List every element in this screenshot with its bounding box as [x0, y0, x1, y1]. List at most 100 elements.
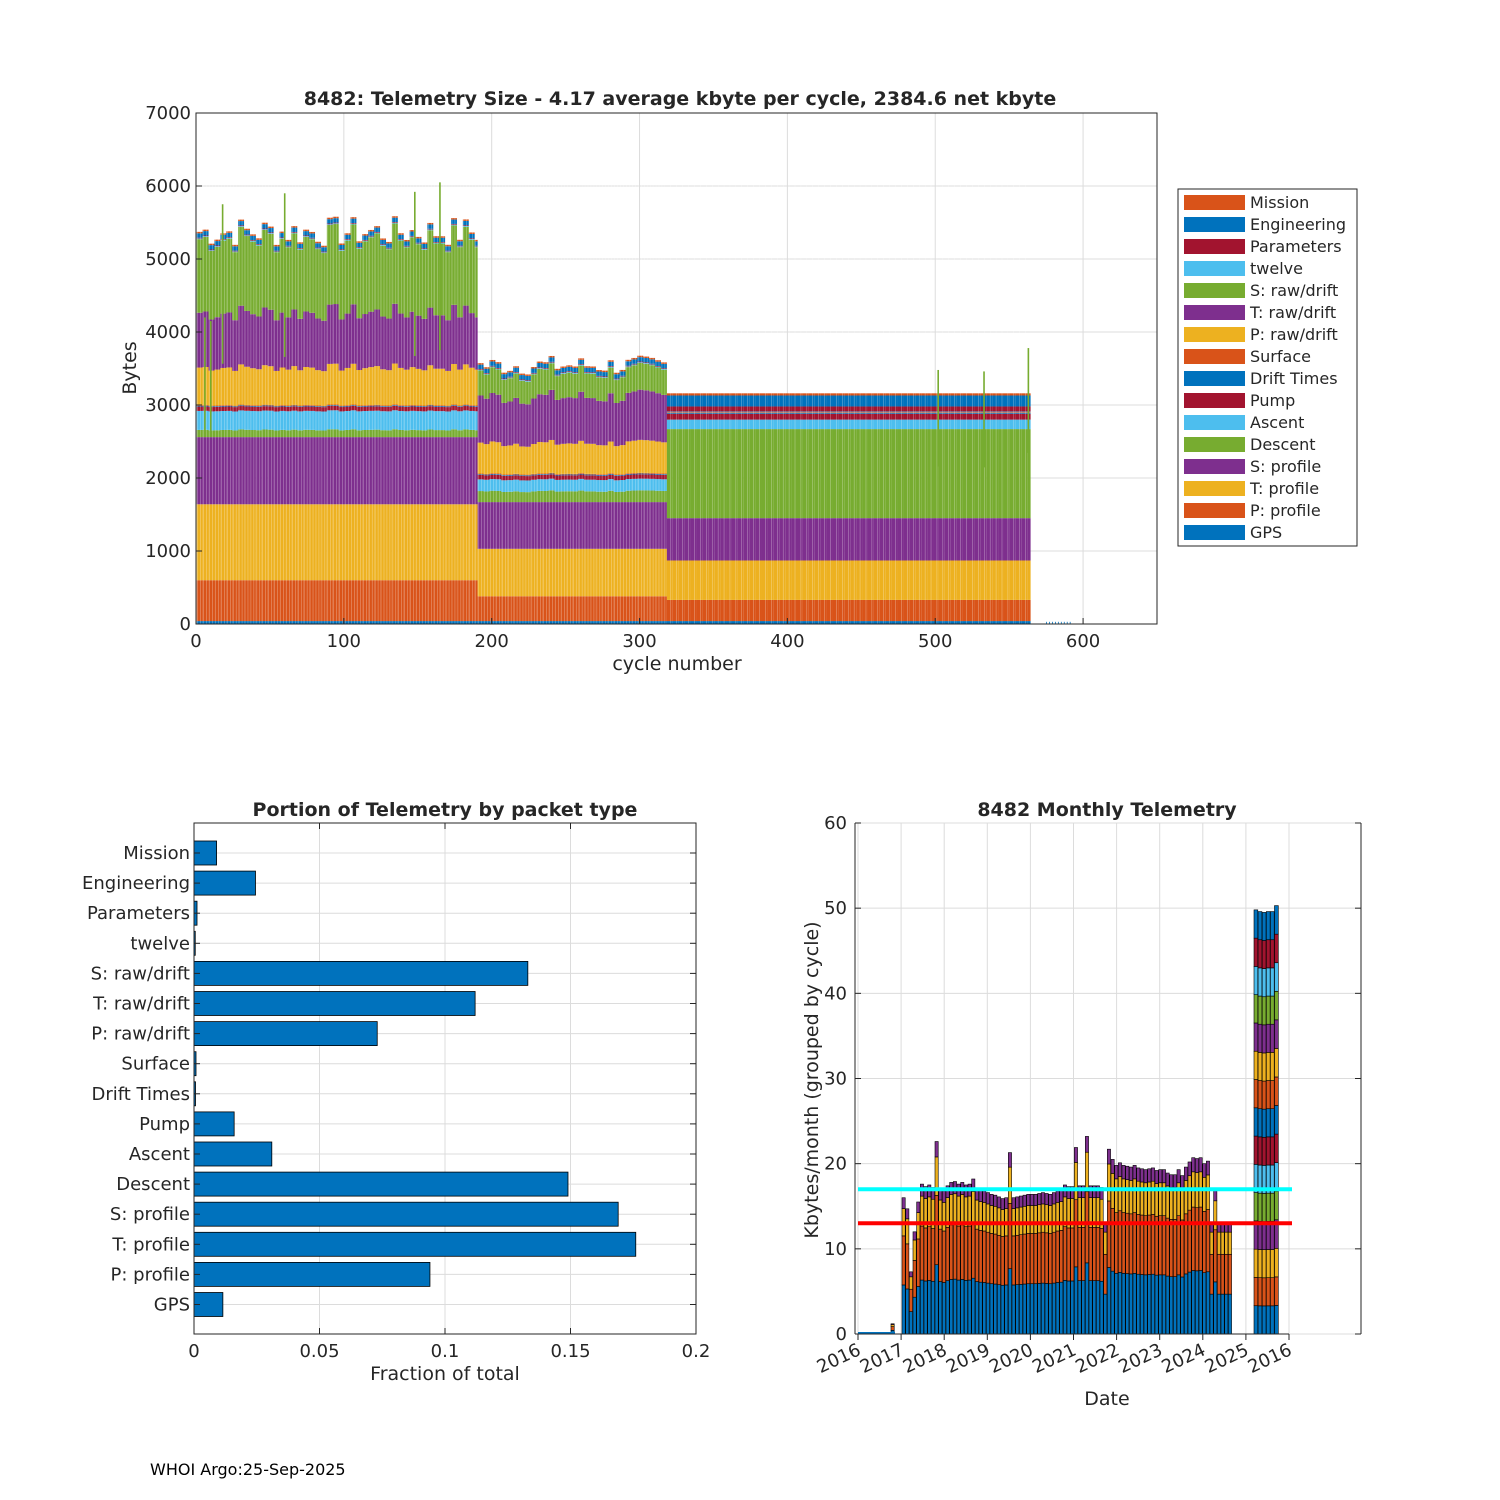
- cycle-bar-segment-descent: [445, 430, 452, 438]
- cycle-bar-segment-drift-times: [601, 474, 608, 476]
- cycle-bar-segment-engineering: [885, 395, 892, 407]
- cycle-bar-segment-pump: [303, 406, 310, 411]
- cycle-bar-segment-drift-times: [915, 413, 922, 414]
- cycle-bar-segment-engineering: [320, 247, 327, 252]
- cycle-bar-segment-p-profile: [826, 599, 833, 622]
- cycle-bar-segment-p-profile: [761, 599, 768, 622]
- cycle-bar-segment-ascent: [773, 419, 780, 430]
- cycle-bar-segment-p-profile: [477, 596, 484, 622]
- cycle-bar-segment-twelve: [285, 246, 292, 248]
- cycle-bar-segment-drift-times: [530, 474, 537, 476]
- cycle-bar-segment-p-profile: [391, 580, 398, 622]
- cycle-bar-segment-gps: [255, 621, 262, 624]
- cycle-bar-segment-parameters: [885, 406, 892, 412]
- cycle-bar-segment-surface: [897, 412, 904, 414]
- cycle-bar-segment-t-raw-drift: [548, 389, 555, 440]
- cycle-bar-segment-mission: [536, 361, 543, 364]
- portion-chart-ticks: 0 0.05 0.1 0.15 0.2MissionEngineeringParamet…: [82, 823, 710, 1362]
- cycle-bar-segment-surface: [1015, 412, 1022, 414]
- cycle-bar-segment-s-raw-drift: [501, 379, 508, 403]
- cycle-bar-segment-mission: [885, 393, 892, 396]
- monthly-bar-segment-s-profile: [1202, 1163, 1207, 1178]
- monthly-bar-segment-gps: [1143, 1274, 1148, 1335]
- cycle-bar-segment-drift-times: [814, 413, 821, 414]
- cycle-bar-segment-t-raw-drift: [524, 404, 531, 447]
- cycle-bar-segment-mission: [326, 217, 333, 220]
- cycle-bar-segment-mission: [267, 226, 274, 229]
- monthly-bar-segment-p-profile: [905, 1243, 910, 1290]
- cycle-bar-segment-gps: [791, 621, 797, 624]
- cycle-bar-segment-drift-times: [566, 474, 573, 476]
- cycle-outlier-bar: [937, 369, 939, 467]
- monthly-bar-segment-parameters: [1261, 940, 1267, 969]
- cycle-bar-segment-parameters: [403, 245, 410, 247]
- cycle-bar-segment-p-profile: [838, 599, 845, 622]
- cycle-bar-segment-t-profile: [244, 504, 250, 581]
- cycle-bar-segment-p-raw-drift: [433, 368, 440, 406]
- cycle-bar-segment-p-raw-drift: [368, 367, 375, 406]
- cycle-bar-segment-surface: [649, 473, 656, 474]
- fraction-bar-s-profile: [193, 1201, 619, 1227]
- cycle-bar-segment-p-profile: [507, 596, 514, 622]
- cycle-bar-segment-engineering: [542, 363, 549, 369]
- cycle-bar-segment-twelve: [566, 371, 573, 373]
- cycle-bar-segment-twelve: [897, 411, 904, 413]
- cycle-bar-segment-descent: [601, 491, 608, 503]
- cycle-bar-segment-s-raw-drift: [320, 253, 327, 321]
- cycle-bar-segment-t-raw-drift: [344, 313, 351, 368]
- cycle-bar-segment-p-profile: [1021, 599, 1028, 622]
- cycle-bar-segment-mission: [613, 372, 620, 375]
- x-tick-label: 300: [622, 631, 656, 652]
- x-tick-label: 100: [327, 631, 361, 652]
- cycle-bar-segment-surface: [477, 473, 484, 475]
- category-label-gps: GPS: [154, 1295, 190, 1316]
- cycle-bar-segment-engineering: [720, 395, 727, 407]
- monthly-bar-segment-gps: [1066, 1280, 1071, 1335]
- cycle-bar-segment-p-raw-drift: [619, 445, 626, 475]
- cycle-bar-segment-surface: [380, 405, 386, 407]
- cycle-bar-segment-pump: [743, 413, 750, 420]
- cycle-bar-segment-p-profile: [749, 599, 756, 622]
- cycle-bar-segment-t-raw-drift: [637, 389, 644, 440]
- cycle-bar-segment-t-profile: [285, 504, 292, 581]
- cycle-bar-segment-descent: [921, 429, 928, 519]
- late-cycle-bar: [1066, 621, 1068, 624]
- cycle-bar-segment-descent: [374, 429, 381, 438]
- cycle-bar-segment-pump: [607, 474, 614, 480]
- cycle-bar-segment-s-profile: [391, 437, 398, 505]
- monthly-bar-segment-gps: [1081, 1280, 1086, 1335]
- cycle-bar-segment-mission: [380, 238, 386, 240]
- cycle-bar-segment-p-profile: [380, 580, 386, 622]
- cycle-bar-segment-s-profile: [838, 518, 845, 561]
- cycle-bar-segment-pump: [714, 413, 721, 420]
- cycle-bar-segment-p-raw-drift: [297, 370, 304, 406]
- cycle-bar-segment-drift-times: [427, 405, 434, 407]
- cycle-bar-segment-ascent: [489, 479, 496, 491]
- cycle-bar-segment-p-profile: [927, 599, 934, 622]
- cycle-bar-segment-drift-times: [619, 474, 626, 476]
- monthly-bar-segment-gps: [1206, 1271, 1210, 1335]
- cycle-bar-segment-mission: [202, 229, 209, 232]
- cycle-bar-segment-surface: [326, 404, 333, 406]
- cycle-bar-segment-surface: [992, 412, 999, 414]
- cycle-bar-segment-s-profile: [968, 518, 975, 561]
- cycle-bar-segment-ascent: [992, 419, 999, 430]
- cycle-bar-segment-s-raw-drift: [542, 369, 549, 395]
- cycle-bar-segment-s-profile: [595, 502, 602, 549]
- monthly-bar-segment-p-profile: [1270, 1277, 1275, 1307]
- monthly-bar-segment-p-profile: [931, 1228, 935, 1282]
- cycle-bar-segment-ascent: [566, 479, 573, 492]
- cycle-bar-segment-mission: [350, 217, 357, 219]
- monthly-bar-segment-p-profile: [960, 1224, 965, 1280]
- cycle-bar-segment-t-profile: [433, 504, 440, 581]
- category-label-engineering: Engineering: [82, 873, 190, 894]
- cycle-bar-segment-mission: [838, 393, 845, 396]
- cycle-bar-segment-p-raw-drift: [326, 363, 333, 405]
- cycle-bar-segment-twelve: [785, 411, 792, 413]
- cycle-bar-segment-gps: [1021, 621, 1028, 624]
- cycle-bar-segment-drift-times: [462, 405, 469, 407]
- cycle-bar-segment-surface: [474, 405, 478, 407]
- cycle-bar-segment-drift-times: [649, 473, 656, 475]
- cycle-bar-segment-drift-times: [962, 413, 969, 414]
- monthly-bar-segment-gps: [1019, 1284, 1023, 1335]
